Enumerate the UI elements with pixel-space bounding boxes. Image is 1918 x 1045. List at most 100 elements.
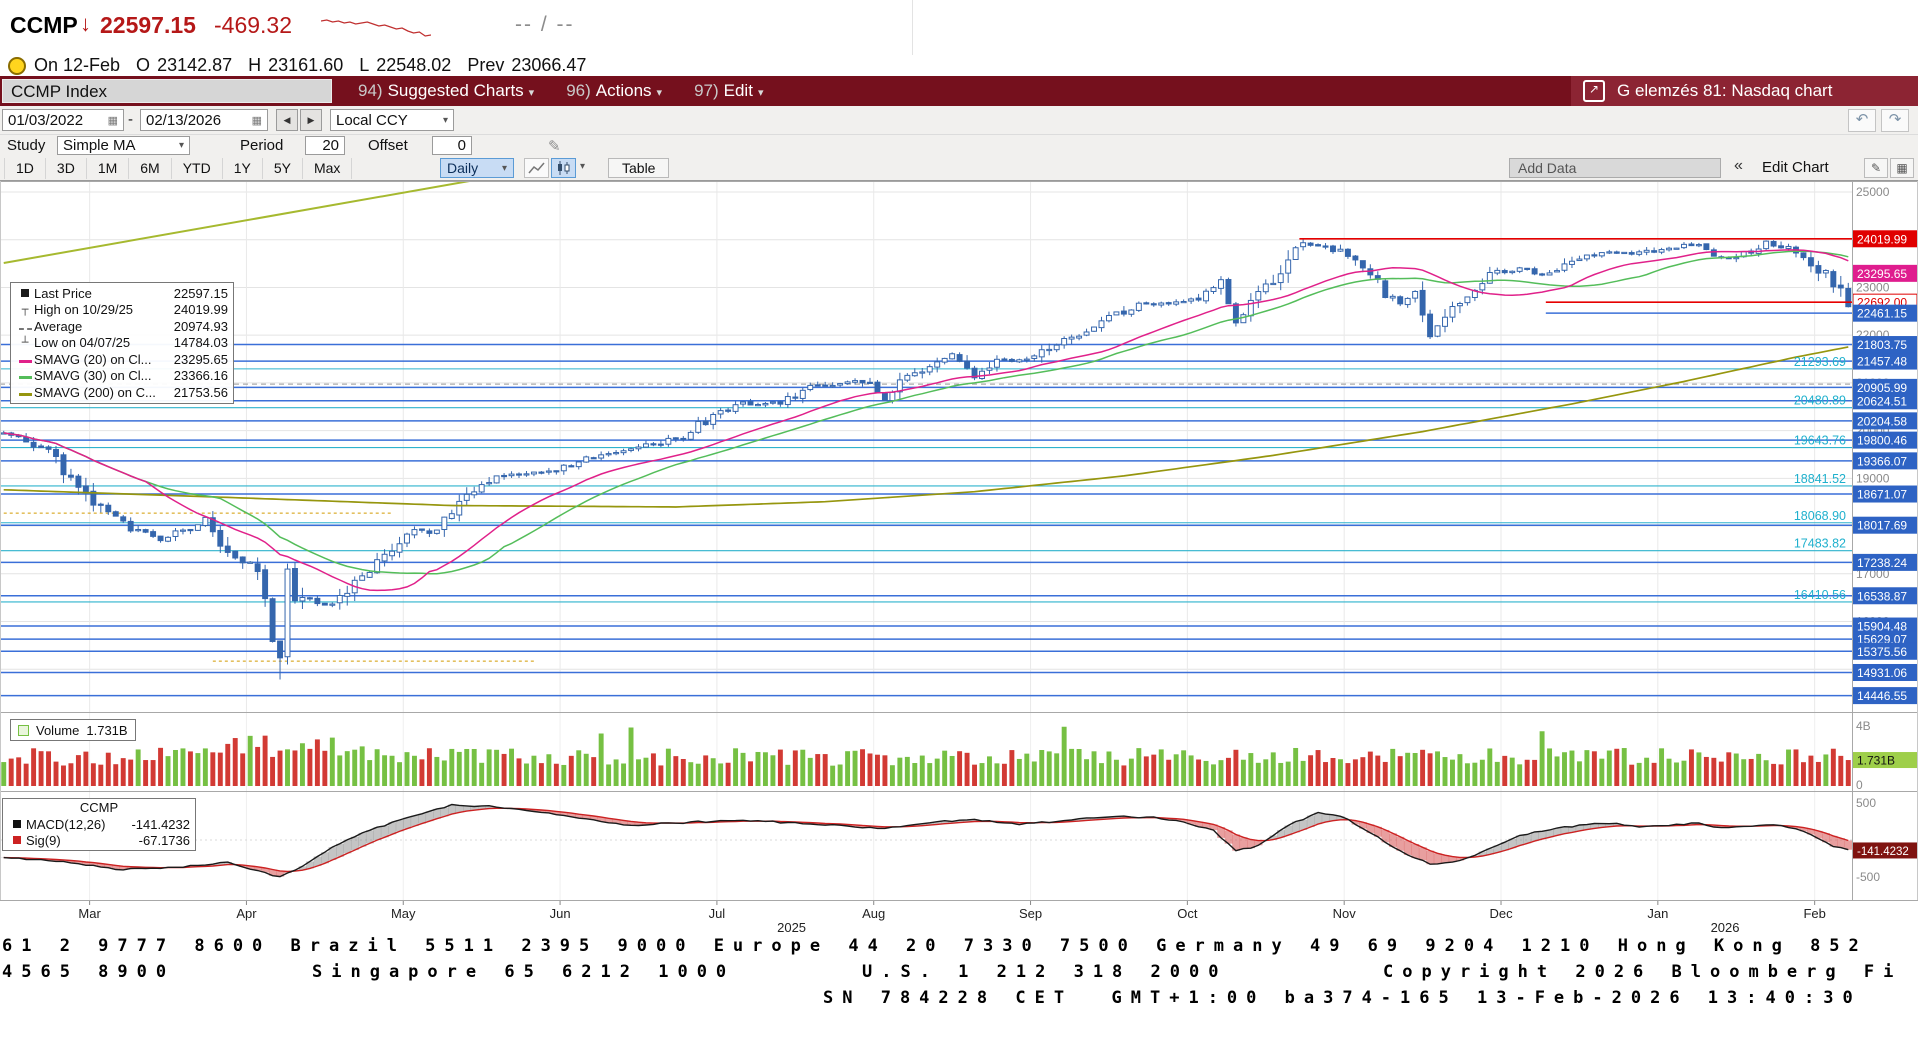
offset-value: 0 xyxy=(457,137,466,154)
svg-text:2026: 2026 xyxy=(1711,920,1740,935)
svg-text:Jul: Jul xyxy=(709,906,726,921)
security-input[interactable]: CCMP Index xyxy=(2,79,332,103)
svg-text:23295.65: 23295.65 xyxy=(1857,267,1907,281)
range-tab-1y[interactable]: 1Y xyxy=(223,158,263,179)
legend-row: ┬ High on 10/29/25 24019.99 xyxy=(21,302,228,318)
footer-text: SN 784228 CET GMT+1:00 ba374-165 13-Feb-… xyxy=(823,988,1862,1008)
range-tab-ytd[interactable]: YTD xyxy=(172,158,223,179)
svg-text:4B: 4B xyxy=(1856,719,1871,733)
svg-text:Apr: Apr xyxy=(236,906,257,921)
chart-canvas[interactable]: 21293.69 20480.89 19643.76 18841.52 18068.90… xyxy=(0,181,1918,941)
svg-text:16538.87: 16538.87 xyxy=(1857,589,1907,603)
redo-button[interactable]: ↷ xyxy=(1881,109,1909,132)
svg-text:May: May xyxy=(391,906,416,921)
study-label: Study xyxy=(7,137,46,154)
svg-text:15375.56: 15375.56 xyxy=(1857,645,1907,659)
brush-icon[interactable]: ✎ xyxy=(548,138,561,155)
range-tab-5y[interactable]: 5Y xyxy=(263,158,303,179)
menu-bar: 94) Suggested Charts ▾ 96) Actions ▾ 97) Edit ▾ xyxy=(342,76,779,106)
menu-actions[interactable]: 96) Actions ▾ xyxy=(566,81,663,100)
footer-text: U.S. 1 212 318 2000 xyxy=(862,962,1228,982)
price-change: -469.32 xyxy=(214,12,293,38)
range-tab-6m[interactable]: 6M xyxy=(129,158,172,179)
svg-text:500: 500 xyxy=(1856,796,1876,810)
chart-title: G elemzés 81: Nasdaq chart xyxy=(1617,81,1833,100)
svg-text:20204.58: 20204.58 xyxy=(1857,414,1907,428)
menu-suggested-charts[interactable]: 94) Suggested Charts ▾ xyxy=(358,81,535,100)
ticker-symbol: CCMP xyxy=(10,12,78,38)
layout-icon[interactable]: ▦ xyxy=(1890,158,1914,178)
quote-row: CCMP ↓ 22597.15 -469.32 -- / -- xyxy=(0,0,1918,55)
frequency-value: Daily xyxy=(447,160,479,176)
legend-row: SMAVG (20) on Cl... 23295.65 xyxy=(16,351,228,368)
svg-text:19366.07: 19366.07 xyxy=(1857,454,1907,468)
svg-text:Oct: Oct xyxy=(1177,906,1198,921)
svg-text:Jun: Jun xyxy=(550,906,571,921)
currency-select[interactable]: Local CCY ▾ xyxy=(330,109,454,131)
svg-text:Mar: Mar xyxy=(78,906,101,921)
svg-text:14931.06: 14931.06 xyxy=(1857,666,1907,680)
ohlc-row: On 12-Feb O 23142.87 H 23161.60 L 22548.… xyxy=(0,55,1918,76)
price-line-label: 20480.89 xyxy=(1794,394,1846,408)
annotate-icon[interactable]: ✎ xyxy=(1864,158,1888,178)
range-tabs: 1D 3D 1M 6M YTD 1Y 5Y Max xyxy=(4,158,353,179)
svg-text:-500: -500 xyxy=(1856,870,1880,884)
svg-text:25000: 25000 xyxy=(1856,185,1890,199)
legend-row: Average 20974.93 xyxy=(16,318,228,335)
range-tab-3d[interactable]: 3D xyxy=(46,158,87,179)
price-line-label: 17483.82 xyxy=(1794,537,1846,551)
add-data-input[interactable]: Add Data xyxy=(1509,158,1721,178)
date-separator: - xyxy=(128,111,133,128)
range-tab-1m[interactable]: 1M xyxy=(87,158,130,179)
offset-input[interactable]: 0 xyxy=(432,136,472,155)
chart-tabs-row: 1D 3D 1M 6M YTD 1Y 5Y Max Daily ▾ ▾ Table Add D… xyxy=(0,157,1918,181)
date-from-input[interactable]: 01/03/2022 ▦ xyxy=(2,109,124,131)
svg-text:Jan: Jan xyxy=(1647,906,1668,921)
chart-area[interactable]: 21293.69 20480.89 19643.76 18841.52 18068.90… xyxy=(0,181,1918,941)
prev-range-button[interactable]: ◀ xyxy=(276,109,298,131)
collapse-button[interactable]: « xyxy=(1734,157,1743,174)
frequency-select[interactable]: Daily ▾ xyxy=(440,158,514,178)
menu-edit[interactable]: 97) Edit ▾ xyxy=(694,81,764,100)
macd-legend-row: Sig(9) -67.1736 xyxy=(8,833,190,850)
svg-text:14446.55: 14446.55 xyxy=(1857,689,1907,703)
date-to-input[interactable]: 02/13/2026 ▦ xyxy=(140,109,268,131)
session-label: On 12-Feb xyxy=(34,55,121,75)
svg-text:Feb: Feb xyxy=(1803,906,1825,921)
footer-text: Copyright 2026 Bloomberg Fi xyxy=(1383,962,1903,982)
session-status-icon xyxy=(8,56,26,75)
date-from-value: 01/03/2022 xyxy=(8,111,84,129)
currency-value: Local CCY xyxy=(336,111,408,129)
undo-button[interactable]: ↶ xyxy=(1848,109,1876,132)
intraday-sparkline xyxy=(321,19,431,37)
offset-label: Offset xyxy=(368,137,408,154)
study-toolbar: Study Simple MA ▾ Period 20 Offset 0 ✎ xyxy=(0,135,1918,157)
study-select[interactable]: Simple MA ▾ xyxy=(57,136,190,155)
line-chart-icon[interactable] xyxy=(524,158,549,178)
high-label: H xyxy=(248,55,262,75)
calendar-icon[interactable]: ▦ xyxy=(107,114,118,127)
edit-chart-button[interactable]: Edit Chart xyxy=(1762,159,1829,176)
candle-chart-icon[interactable] xyxy=(551,158,576,178)
svg-text:23000: 23000 xyxy=(1856,280,1890,294)
macd-legend[interactable]: CCMP MACD(12,26) -141.4232 Sig(9) -67.1736 xyxy=(2,798,196,851)
calendar-icon[interactable]: ▦ xyxy=(251,114,262,127)
legend-row: Last Price 22597.15 xyxy=(16,285,228,302)
svg-text:2025: 2025 xyxy=(777,920,806,935)
range-tab-max[interactable]: Max xyxy=(303,158,353,179)
range-tab-1d[interactable]: 1D xyxy=(4,158,46,179)
low-label: L xyxy=(359,55,370,75)
open-value: 23142.87 xyxy=(157,55,233,75)
price-line-label: 18068.90 xyxy=(1794,509,1846,523)
svg-text:21803.75: 21803.75 xyxy=(1857,338,1907,352)
change-arrow-icon: ↓ xyxy=(80,11,91,36)
chart-type-caret[interactable]: ▾ xyxy=(580,161,586,172)
volume-legend[interactable]: Volume 1.731B xyxy=(10,719,136,741)
table-button[interactable]: Table xyxy=(608,158,670,178)
svg-text:22461.15: 22461.15 xyxy=(1857,307,1907,321)
next-range-button[interactable]: ▶ xyxy=(300,109,322,131)
period-input[interactable]: 20 xyxy=(305,136,345,155)
chevron-down-icon: ▾ xyxy=(178,140,184,151)
price-legend[interactable]: Last Price 22597.15 ┬ High on 10/29/25 24019… xyxy=(10,282,234,404)
export-icon[interactable]: ↗ xyxy=(1583,80,1605,102)
